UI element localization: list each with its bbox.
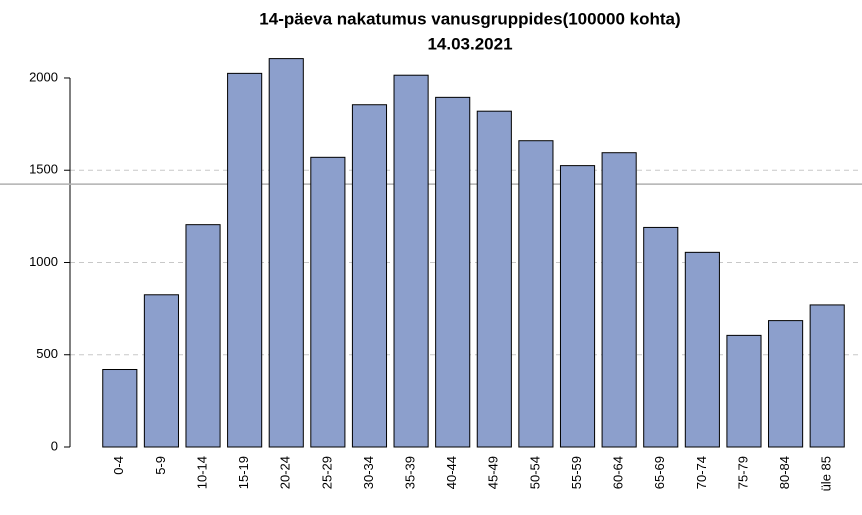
x-tick-label: 30-34 bbox=[361, 456, 376, 489]
bar bbox=[726, 334, 762, 448]
x-tick-label: 0-4 bbox=[111, 456, 126, 475]
x-tick-label: 40-44 bbox=[444, 456, 459, 489]
chart-title: 14-päeva nakatumus vanusgruppides(100000… bbox=[259, 9, 680, 28]
x-tick-label: 25-29 bbox=[319, 456, 334, 489]
y-tick-label: 1500 bbox=[29, 162, 58, 177]
x-tick-label: 5-9 bbox=[153, 456, 168, 475]
bar bbox=[601, 152, 637, 448]
x-tick-label: 50-54 bbox=[527, 456, 542, 489]
x-tick-label: 10-14 bbox=[194, 456, 209, 489]
x-tick-label: 55-59 bbox=[569, 456, 584, 489]
x-tick-label: 35-39 bbox=[403, 456, 418, 489]
bar bbox=[643, 226, 679, 448]
bar bbox=[518, 140, 554, 448]
bar bbox=[351, 104, 388, 448]
x-tick-label: 70-74 bbox=[694, 456, 709, 489]
y-tick-label: 1000 bbox=[29, 254, 58, 269]
x-tick-label: 80-84 bbox=[777, 456, 792, 489]
bar bbox=[768, 320, 804, 448]
x-tick-label: üle 85 bbox=[819, 456, 834, 491]
bar bbox=[559, 165, 596, 448]
bar bbox=[268, 58, 304, 448]
bar bbox=[310, 156, 346, 448]
x-tick-label: 20-24 bbox=[278, 456, 293, 489]
x-tick-label: 45-49 bbox=[486, 456, 501, 489]
y-tick-label: 500 bbox=[36, 346, 58, 361]
bar bbox=[393, 74, 429, 448]
bar bbox=[143, 294, 179, 448]
bar bbox=[684, 251, 720, 448]
bar bbox=[227, 72, 263, 448]
x-tick-label: 65-69 bbox=[652, 456, 667, 489]
x-tick-label: 60-64 bbox=[611, 456, 626, 489]
chart-subtitle: 14.03.2021 bbox=[427, 34, 512, 53]
x-tick-label: 75-79 bbox=[735, 456, 750, 489]
bar bbox=[102, 369, 138, 448]
bar bbox=[809, 304, 845, 448]
bar bbox=[435, 96, 471, 448]
bar bbox=[476, 110, 512, 448]
bar bbox=[185, 224, 221, 448]
y-tick-label: 0 bbox=[51, 438, 58, 453]
y-tick-label: 2000 bbox=[29, 69, 58, 84]
x-tick-label: 15-19 bbox=[236, 456, 251, 489]
